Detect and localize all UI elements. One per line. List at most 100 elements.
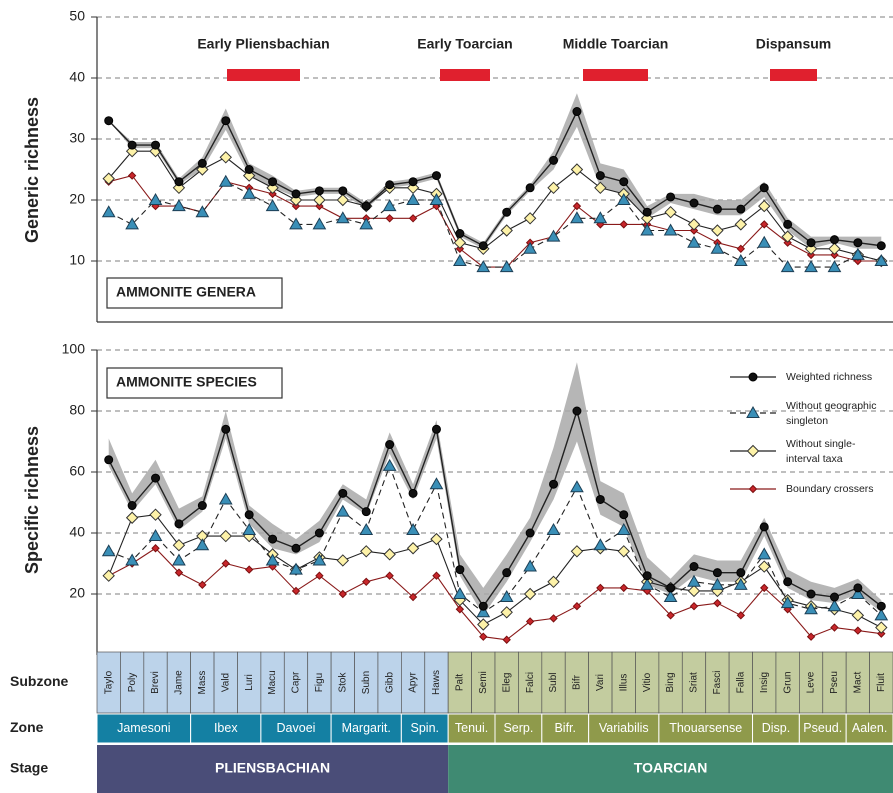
point — [804, 602, 818, 615]
point — [218, 174, 233, 187]
point — [195, 538, 210, 551]
point — [455, 605, 465, 614]
point — [804, 260, 818, 273]
point — [406, 192, 420, 205]
point — [549, 479, 559, 489]
point — [642, 571, 652, 581]
zone-cell — [752, 713, 800, 744]
point — [478, 601, 488, 611]
point — [476, 605, 491, 618]
point — [687, 235, 701, 248]
subzone-label: Vitio — [642, 672, 653, 692]
point — [125, 217, 139, 230]
point — [853, 238, 863, 248]
point — [596, 583, 605, 593]
point — [619, 583, 628, 593]
point — [362, 577, 371, 587]
point — [876, 601, 886, 611]
point — [687, 584, 701, 598]
point — [478, 241, 488, 251]
point — [385, 440, 395, 450]
point — [830, 623, 839, 632]
point — [666, 192, 676, 202]
zone-cell — [494, 713, 543, 744]
point — [430, 532, 443, 546]
point — [710, 241, 725, 254]
zone-label: Thouarsense — [669, 721, 742, 735]
point — [265, 199, 280, 212]
point — [432, 571, 441, 580]
point — [174, 177, 184, 187]
zone-label: Davoei — [277, 721, 316, 735]
point — [757, 235, 772, 248]
point — [125, 511, 139, 524]
point — [101, 544, 116, 557]
point — [780, 596, 795, 609]
point — [759, 183, 769, 193]
point — [149, 508, 162, 521]
point — [453, 586, 467, 599]
point — [151, 140, 161, 150]
zone-label: Pseud. — [803, 721, 842, 735]
subzone-label: Subl — [548, 672, 559, 692]
event-bar — [440, 69, 490, 81]
point — [736, 204, 746, 214]
point — [687, 218, 701, 231]
point — [619, 510, 629, 520]
point — [783, 219, 793, 229]
point — [827, 599, 842, 612]
point — [549, 155, 559, 165]
point — [360, 545, 373, 558]
point — [455, 229, 465, 239]
zone-label: Jamesoni — [117, 721, 171, 735]
zone-label: Serp. — [503, 721, 533, 735]
panel-label: AMMONITE GENERA — [116, 284, 256, 300]
point — [758, 560, 771, 573]
point — [221, 116, 231, 126]
point — [359, 522, 374, 535]
point — [780, 260, 795, 273]
subzone-label: Leve — [806, 671, 817, 693]
point — [572, 201, 582, 211]
point — [244, 510, 254, 520]
point — [689, 601, 699, 611]
series-line — [108, 547, 882, 641]
point — [408, 488, 418, 498]
point — [570, 211, 584, 224]
y-axis-title: Specific richness — [22, 426, 42, 574]
zone-cell — [330, 713, 402, 744]
subzone-label: Luri — [244, 674, 255, 691]
point — [127, 140, 137, 150]
point — [221, 559, 230, 568]
point — [312, 553, 327, 566]
point — [197, 158, 207, 168]
panel-label: AMMONITE SPECIES — [116, 374, 257, 390]
point — [736, 611, 746, 620]
event-label: Dispansum — [756, 36, 831, 52]
point — [759, 522, 769, 532]
point — [336, 193, 350, 207]
subzone-label: Eleg — [501, 672, 512, 692]
subzone-label: Bifr — [572, 674, 583, 690]
point — [736, 568, 746, 578]
event-label: Early Pliensbachian — [197, 36, 329, 52]
event-label: Early Toarcian — [417, 36, 512, 52]
point — [663, 590, 678, 603]
point — [829, 592, 839, 602]
point — [499, 260, 514, 273]
point — [663, 223, 678, 236]
zone-label: Variabilis — [599, 721, 649, 735]
point — [757, 547, 772, 560]
point — [172, 538, 186, 552]
point — [851, 609, 865, 622]
point — [361, 201, 371, 211]
subzone-label: Capr — [291, 671, 302, 693]
series-line — [108, 514, 882, 629]
point — [408, 214, 418, 223]
point — [666, 611, 675, 620]
subzone-label: Pseu — [829, 671, 840, 694]
point — [382, 199, 397, 212]
point — [198, 580, 207, 590]
subzone-label: Vald — [220, 673, 231, 692]
point — [570, 480, 584, 493]
